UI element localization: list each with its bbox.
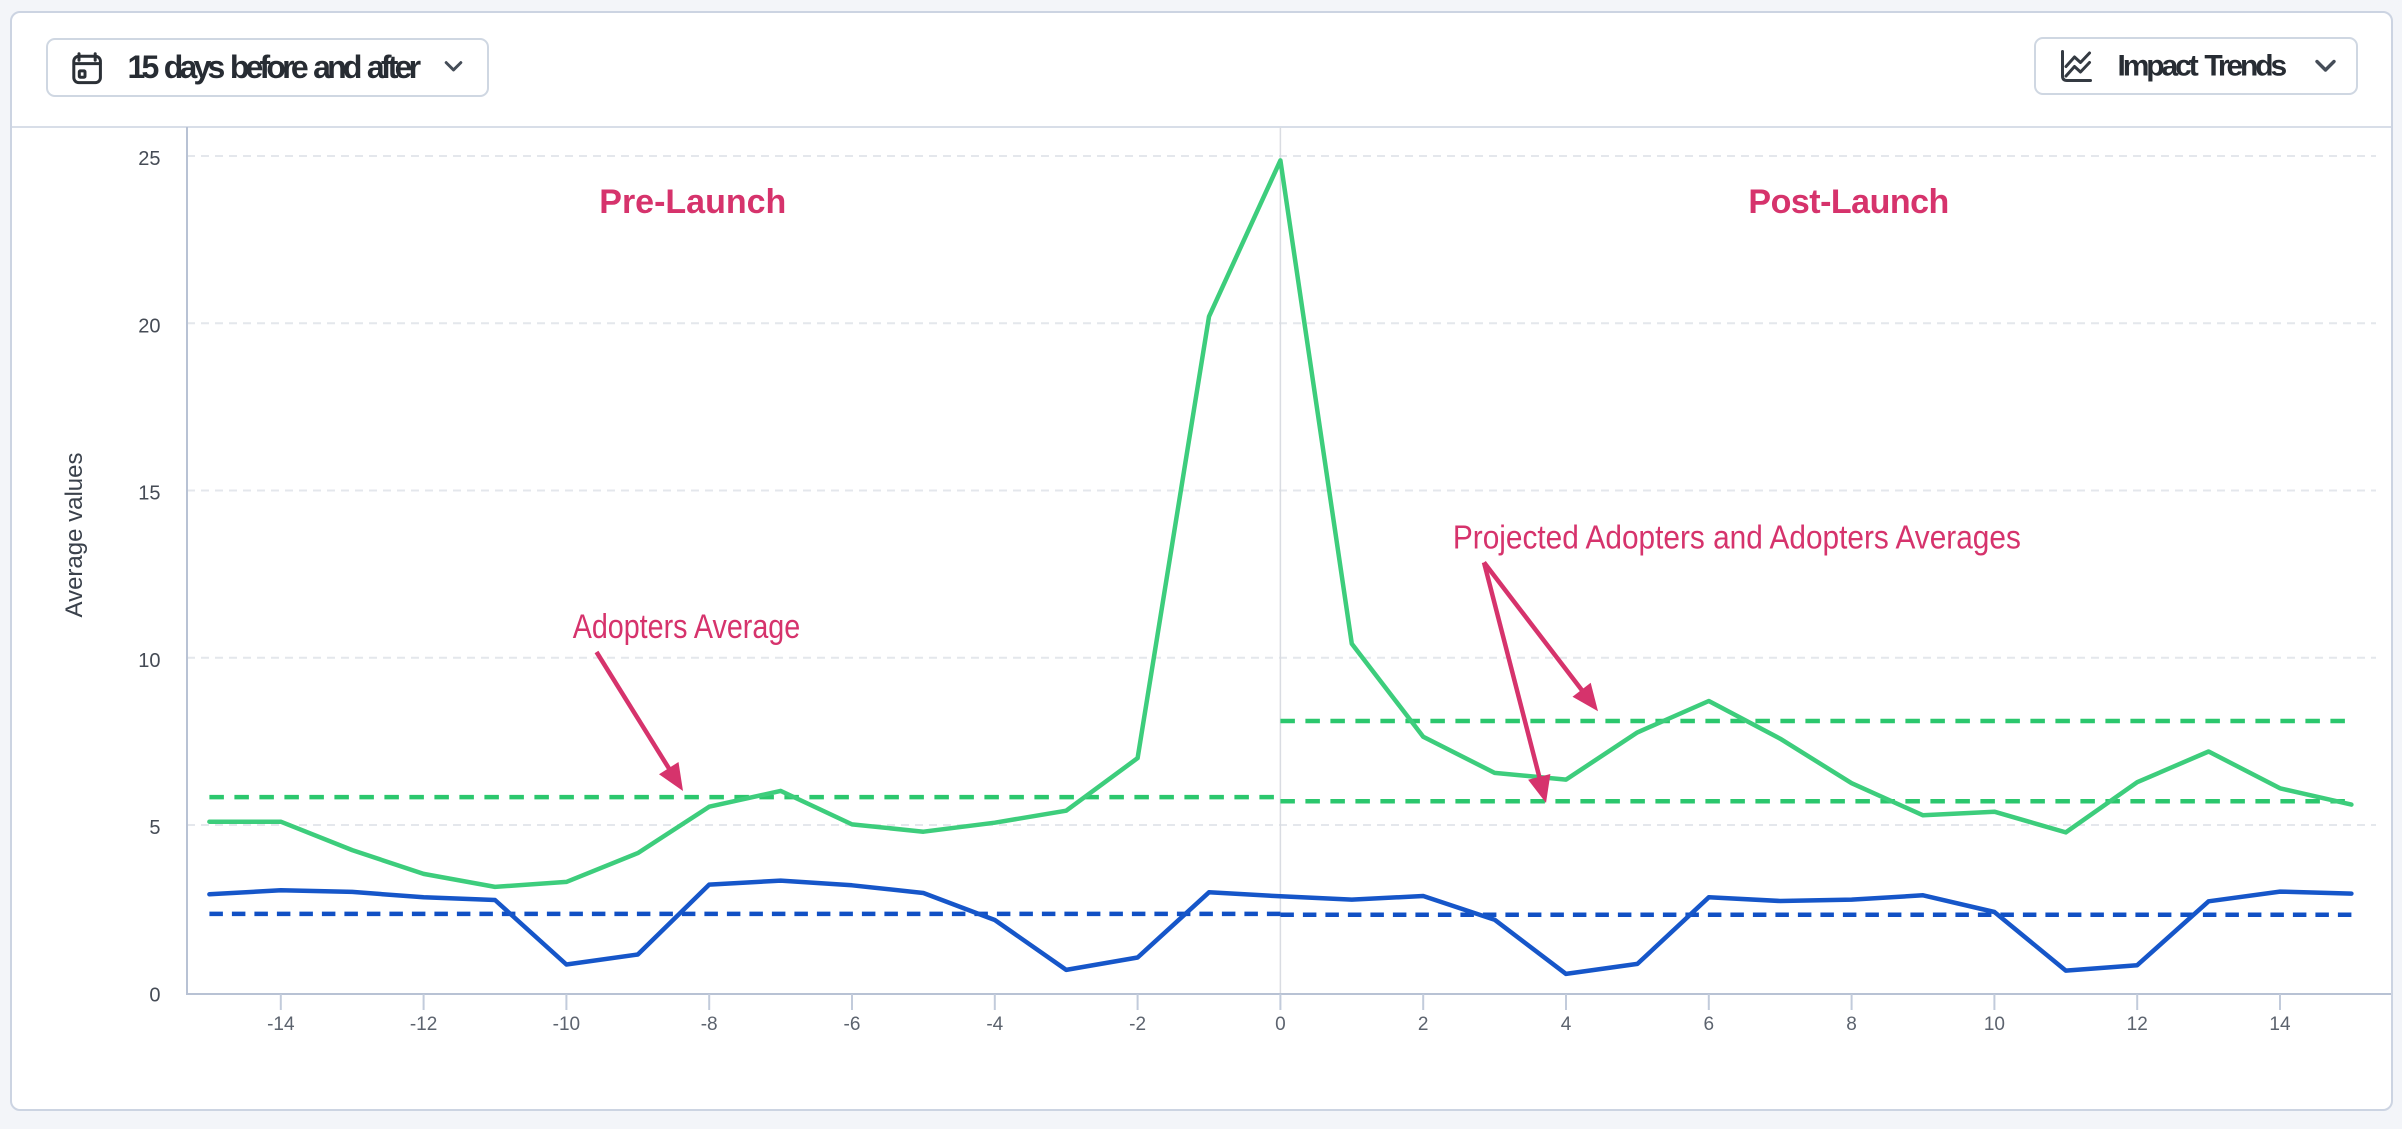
svg-text:2: 2: [1418, 1014, 1429, 1035]
svg-text:0: 0: [149, 984, 160, 1006]
svg-text:Pre-Launch: Pre-Launch: [599, 183, 786, 221]
svg-text:10: 10: [138, 650, 160, 672]
svg-text:Average values: Average values: [61, 453, 88, 618]
svg-text:-4: -4: [986, 1014, 1003, 1035]
svg-text:-14: -14: [267, 1014, 295, 1035]
svg-text:-2: -2: [1129, 1014, 1146, 1035]
svg-text:14: 14: [2269, 1014, 2291, 1035]
svg-text:Adopters Average: Adopters Average: [573, 608, 801, 646]
svg-text:-12: -12: [410, 1014, 437, 1035]
svg-text:Projected Adopters and Adopter: Projected Adopters and Adopters Averages: [1453, 519, 2021, 556]
svg-text:5: 5: [149, 817, 160, 839]
svg-text:20: 20: [138, 315, 160, 337]
svg-text:-10: -10: [553, 1014, 580, 1035]
svg-text:0: 0: [1275, 1014, 1286, 1035]
svg-text:10: 10: [1984, 1014, 2005, 1035]
svg-text:-8: -8: [701, 1014, 718, 1035]
svg-text:15: 15: [138, 483, 160, 505]
svg-text:4: 4: [1561, 1014, 1572, 1035]
svg-text:Post-Launch: Post-Launch: [1748, 183, 1948, 221]
svg-text:25: 25: [138, 148, 160, 170]
svg-text:-6: -6: [844, 1014, 861, 1035]
svg-text:6: 6: [1704, 1014, 1715, 1035]
svg-text:12: 12: [2127, 1014, 2148, 1035]
svg-text:8: 8: [1846, 1014, 1857, 1035]
